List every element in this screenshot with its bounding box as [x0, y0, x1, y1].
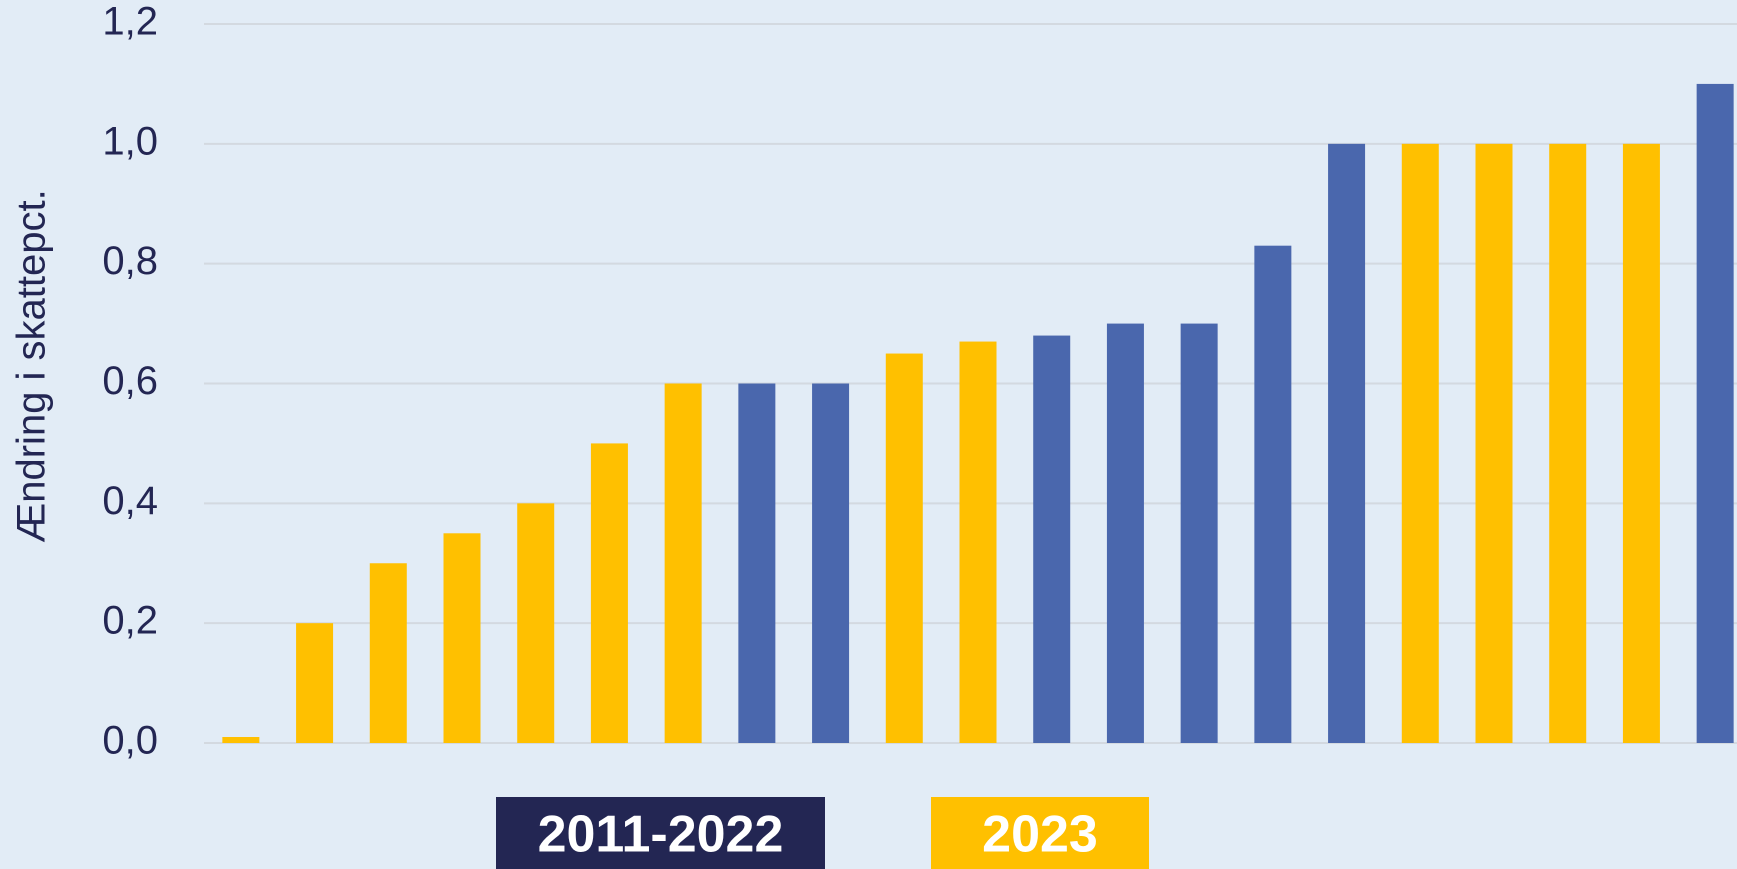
bar [1475, 143, 1513, 744]
bar [1106, 323, 1144, 743]
y-axis-label: Ændring i skattepct. [10, 189, 54, 543]
bar [222, 737, 260, 743]
y-tick-label: 1,2 [102, 0, 158, 44]
bar [1549, 143, 1587, 744]
bar [1254, 245, 1292, 744]
bar [369, 563, 407, 743]
legend-label: 2023 [982, 806, 1098, 864]
y-tick-label: 0,4 [102, 479, 158, 523]
legend-swatch [931, 797, 1149, 869]
bar [738, 383, 776, 743]
bar [885, 353, 923, 743]
bar [517, 503, 555, 743]
y-tick-label: 0,8 [102, 239, 158, 283]
bar [812, 383, 850, 743]
y-tick-label: 0,0 [102, 719, 158, 763]
y-tick-label: 1,0 [102, 119, 158, 163]
bar [1696, 83, 1734, 743]
bar [1180, 323, 1218, 743]
legend-swatch [496, 797, 825, 869]
bar [296, 623, 334, 743]
y-tick-label: 0,2 [102, 599, 158, 643]
bar [959, 341, 997, 743]
bar [443, 533, 481, 743]
bar [1328, 143, 1366, 744]
bar [1401, 143, 1439, 744]
legend-label: 2011-2022 [538, 806, 784, 864]
bar [664, 383, 702, 743]
y-tick-label: 0,6 [102, 359, 158, 403]
bar [1033, 335, 1071, 743]
bar [1622, 143, 1660, 744]
bar [590, 443, 628, 743]
